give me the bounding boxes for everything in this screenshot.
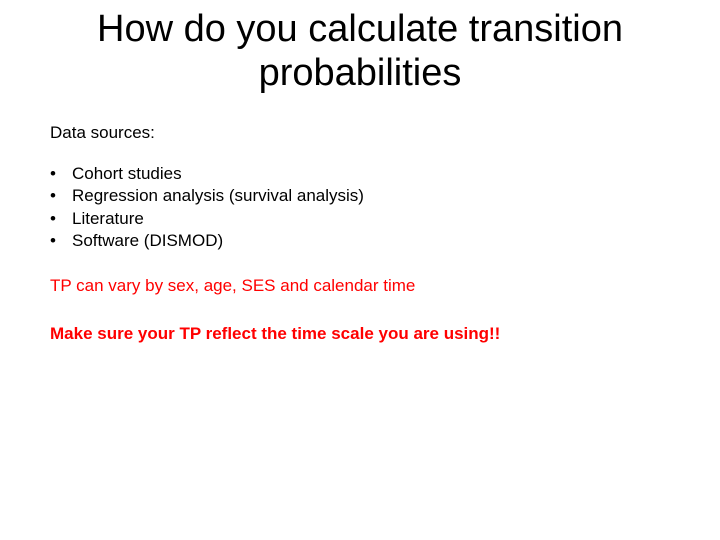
subheading: Data sources: (50, 123, 670, 143)
title-line-2: probabilities (259, 52, 462, 94)
bullet-icon: • (50, 208, 72, 230)
bullet-icon: • (50, 185, 72, 207)
list-item: • Cohort studies (50, 163, 670, 185)
list-item: • Regression analysis (survival analysis… (50, 185, 670, 207)
bullet-list: • Cohort studies • Regression analysis (… (50, 163, 670, 251)
bullet-text: Regression analysis (survival analysis) (72, 185, 364, 207)
note-timescale: Make sure your TP reflect the time scale… (50, 324, 670, 344)
bullet-icon: • (50, 230, 72, 252)
bullet-text: Software (DISMOD) (72, 230, 223, 252)
bullet-icon: • (50, 163, 72, 185)
bullet-text: Cohort studies (72, 163, 182, 185)
note-vary: TP can vary by sex, age, SES and calenda… (50, 276, 670, 296)
slide: How do you calculate transition probabil… (0, 0, 720, 540)
title-line-1: How do you calculate transition (97, 8, 623, 50)
slide-body: Data sources: • Cohort studies • Regress… (0, 95, 720, 343)
bullet-text: Literature (72, 208, 144, 230)
list-item: • Software (DISMOD) (50, 230, 670, 252)
list-item: • Literature (50, 208, 670, 230)
slide-title: How do you calculate transition probabil… (0, 0, 720, 95)
